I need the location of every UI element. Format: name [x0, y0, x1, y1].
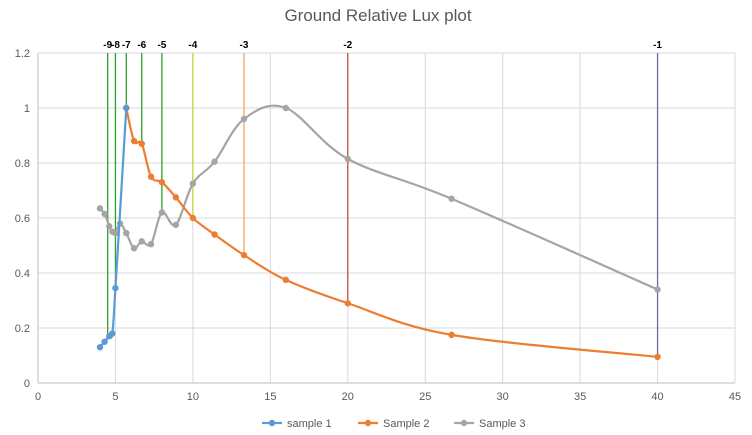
marker-label: -1	[653, 40, 662, 51]
data-point	[344, 155, 351, 163]
marker-label: -6	[137, 40, 146, 51]
data-point	[172, 194, 180, 201]
legend-label: Sample 3	[479, 418, 525, 430]
data-point	[130, 137, 138, 145]
vertical-markers: -9-8 -7 -6 -5 -4 -3 -2 -1	[103, 40, 662, 357]
y-tick-label: 0.4	[15, 268, 30, 280]
data-point	[282, 104, 290, 112]
legend-label: Sample 2	[383, 418, 429, 430]
legend-swatch-marker	[364, 419, 372, 427]
data-point	[158, 179, 166, 186]
data-point	[101, 338, 108, 345]
marker-label: -9	[103, 40, 112, 51]
marker-label: -4	[188, 40, 197, 51]
data-point	[654, 286, 661, 293]
y-tick-label: 0.6	[15, 213, 30, 225]
data-point	[240, 251, 248, 259]
x-tick-label: 10	[187, 391, 199, 403]
data-point	[344, 300, 351, 307]
data-point	[138, 140, 145, 147]
y-tick-label: 0.2	[15, 323, 30, 335]
series	[96, 104, 661, 361]
x-tick-label: 20	[342, 391, 354, 403]
data-point	[448, 331, 455, 339]
axes: 0 5 10 15 20 25 30 35 40 45 0 0.2 0.4 0.6 0.8 1 1.2	[15, 48, 741, 403]
data-point	[106, 223, 113, 230]
x-tick-label: 40	[651, 391, 663, 403]
data-point	[240, 115, 248, 123]
data-point	[211, 158, 218, 165]
x-tick-label: 25	[419, 391, 431, 403]
data-point	[172, 221, 180, 229]
marker-label: -2	[343, 40, 352, 51]
legend-swatch-marker	[460, 419, 468, 427]
data-point	[282, 276, 290, 284]
data-point	[147, 240, 155, 248]
legend-swatch-marker	[268, 419, 276, 427]
y-tick-label: 0	[24, 378, 30, 390]
marker-label: -8	[111, 40, 120, 51]
data-point	[138, 238, 145, 245]
series-line-1	[125, 107, 658, 358]
data-point	[112, 284, 119, 292]
data-point	[109, 330, 116, 337]
legend-label: sample 1	[287, 418, 332, 430]
data-point	[147, 173, 155, 180]
data-point	[189, 214, 197, 222]
series-line-2	[99, 104, 659, 291]
data-point	[96, 344, 104, 351]
y-tick-label: 1	[24, 103, 30, 115]
marker-label: -5	[157, 40, 166, 51]
data-point	[123, 229, 130, 237]
data-point	[112, 229, 119, 237]
data-point	[654, 353, 661, 361]
data-point	[211, 231, 218, 238]
x-tick-label: 5	[112, 391, 118, 403]
grid	[38, 52, 736, 383]
data-point	[448, 195, 455, 202]
y-tick-label: 0.8	[15, 158, 30, 170]
x-tick-label: 45	[729, 391, 741, 403]
data-point	[130, 245, 138, 252]
marker-label: -3	[240, 40, 249, 51]
data-point	[189, 180, 197, 187]
x-tick-label: 15	[264, 391, 276, 403]
data-point	[96, 205, 104, 212]
x-tick-label: 0	[35, 391, 41, 403]
legend: sample 1 Sample 2 Sample 3	[262, 418, 525, 430]
x-tick-label: 35	[574, 391, 586, 403]
data-point	[123, 104, 130, 112]
x-tick-label: 30	[497, 391, 509, 403]
marker-label: -7	[122, 40, 131, 51]
data-point	[101, 210, 108, 218]
data-point	[158, 209, 166, 216]
chart-title: Ground Relative Lux plot	[284, 6, 471, 25]
y-tick-label: 1.2	[15, 48, 30, 60]
